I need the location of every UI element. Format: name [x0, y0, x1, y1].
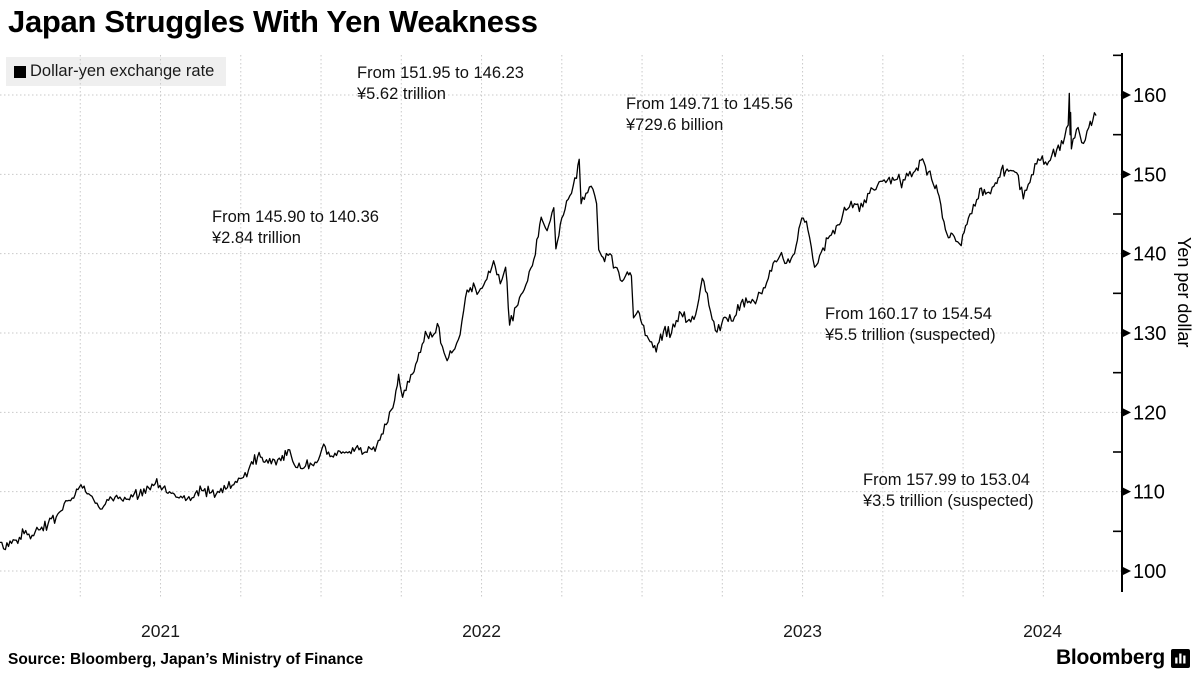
- annotation-amount-text: ¥2.84 trillion: [212, 229, 301, 247]
- bloomberg-wordmark: Bloomberg: [1055, 646, 1165, 669]
- annotation-amount-text: ¥729.6 billion: [626, 116, 724, 134]
- y-axis-tick: [1122, 328, 1131, 338]
- y-axis-tick-label: 160: [1133, 85, 1166, 107]
- dollar-yen-line: [0, 92, 1097, 551]
- y-axis-tick-label: 100: [1133, 561, 1166, 583]
- bloomberg-logo: Bloomberg: [1056, 646, 1190, 670]
- y-axis-tick: [1122, 407, 1131, 417]
- x-axis-year-label: 2024: [1023, 621, 1062, 641]
- annotation-range-text: From 160.17 to 154.54: [825, 305, 992, 323]
- annotation-range-text: From 157.99 to 153.04: [863, 471, 1030, 489]
- intervention-annotation-1: From 145.90 to 140.36 ¥2.84 trillion: [212, 207, 379, 249]
- source-attribution: Source: Bloomberg, Japan’s Ministry of F…: [8, 651, 364, 668]
- annotation-amount-text: ¥5.62 trillion: [357, 85, 446, 103]
- y-axis-tick: [1122, 249, 1131, 259]
- y-axis-tick-label: 110: [1133, 482, 1165, 504]
- legend-label: Dollar-yen exchange rate: [30, 62, 215, 80]
- x-axis-year-label: 2022: [462, 621, 501, 641]
- x-axis-year-label: 2023: [783, 621, 822, 641]
- y-axis-tick: [1122, 566, 1131, 576]
- annotation-amount-text: ¥5.5 trillion (suspected): [825, 326, 996, 344]
- y-axis-tick-label: 150: [1133, 164, 1166, 186]
- legend: Dollar-yen exchange rate: [6, 57, 227, 86]
- intervention-annotation-2: From 151.95 to 146.23 ¥5.62 trillion: [357, 63, 524, 105]
- intervention-annotation-3: From 149.71 to 145.56 ¥729.6 billion: [626, 94, 793, 136]
- legend-swatch-icon: [14, 65, 26, 78]
- y-axis-title: Yen per dollar: [1174, 237, 1194, 348]
- y-axis-tick-label: 120: [1133, 402, 1166, 424]
- x-axis-year-label: 2021: [141, 621, 180, 641]
- annotation-range-text: From 151.95 to 146.23: [357, 64, 524, 82]
- intervention-annotation-4: From 160.17 to 154.54 ¥5.5 trillion (susp…: [825, 304, 996, 346]
- annotation-range-text: From 149.71 to 145.56: [626, 95, 793, 113]
- intervention-annotation-5: From 157.99 to 153.04 ¥3.5 trillion (susp…: [863, 470, 1034, 512]
- y-axis-tick-label: 140: [1133, 244, 1166, 266]
- y-axis-tick-label: 130: [1133, 323, 1166, 345]
- annotation-range-text: From 145.90 to 140.36: [212, 208, 379, 226]
- y-axis-tick: [1122, 90, 1131, 100]
- bloomberg-terminal-icon: [1171, 648, 1190, 668]
- y-axis-tick: [1122, 169, 1131, 179]
- chart-title: Japan Struggles With Yen Weakness: [8, 4, 538, 39]
- y-axis-tick: [1122, 487, 1131, 497]
- annotation-amount-text: ¥3.5 trillion (suspected): [863, 492, 1034, 510]
